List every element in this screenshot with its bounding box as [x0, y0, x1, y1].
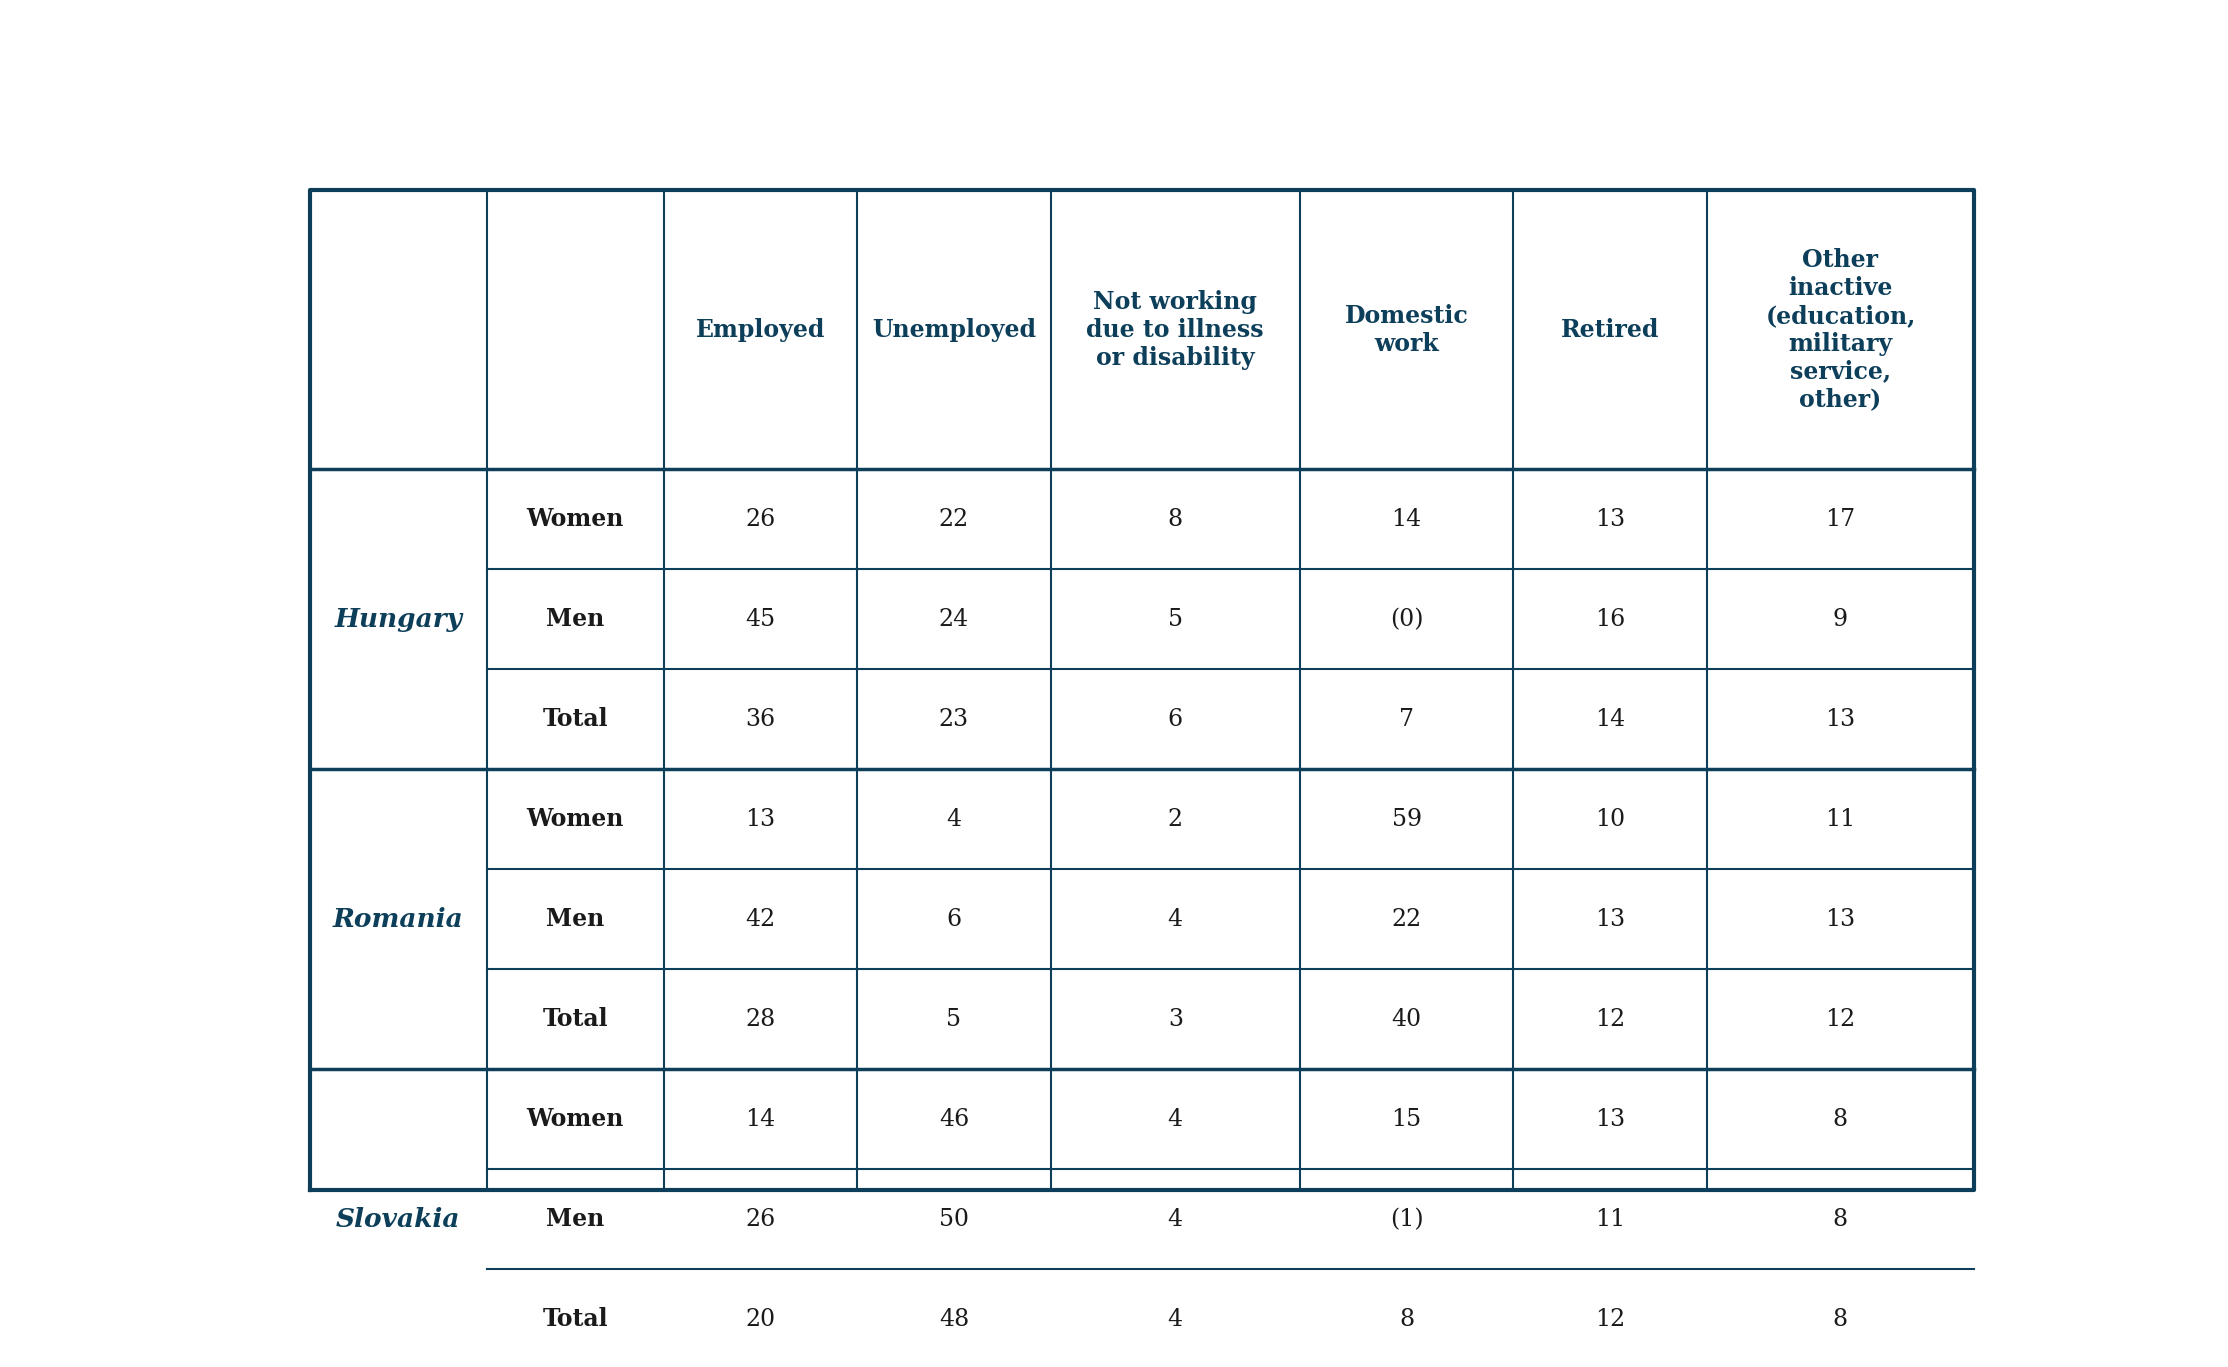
Text: Men: Men	[546, 908, 604, 931]
Text: 16: 16	[1595, 608, 1624, 630]
Text: 20: 20	[746, 1308, 775, 1330]
Text: 26: 26	[746, 507, 775, 530]
Text: 22: 22	[1392, 908, 1421, 931]
Text: 13: 13	[1595, 1107, 1624, 1131]
Text: 36: 36	[746, 708, 775, 731]
Text: Employed: Employed	[695, 317, 824, 342]
Text: 13: 13	[1595, 908, 1624, 931]
Text: 23: 23	[938, 708, 969, 731]
Text: 59: 59	[1392, 808, 1421, 831]
Text: 13: 13	[746, 808, 775, 831]
Text: 24: 24	[938, 608, 969, 630]
Text: 12: 12	[1825, 1007, 1856, 1031]
Text: 14: 14	[746, 1107, 775, 1131]
Text: 4: 4	[1167, 1208, 1183, 1230]
Text: 8: 8	[1399, 1308, 1415, 1330]
Text: Not working
due to illness
or disability: Not working due to illness or disability	[1087, 290, 1263, 369]
Text: 9: 9	[1834, 608, 1847, 630]
Text: 12: 12	[1595, 1308, 1624, 1330]
Text: 3: 3	[1167, 1007, 1183, 1031]
Text: Women: Women	[526, 1107, 624, 1132]
Text: 48: 48	[938, 1308, 969, 1330]
Text: Hungary: Hungary	[334, 607, 461, 632]
Text: 4: 4	[947, 808, 962, 831]
Text: Retired: Retired	[1562, 317, 1660, 342]
Text: 8: 8	[1834, 1208, 1847, 1230]
Text: 15: 15	[1392, 1107, 1421, 1131]
Text: Women: Women	[526, 507, 624, 532]
Text: 46: 46	[938, 1107, 969, 1131]
Text: 12: 12	[1595, 1007, 1624, 1031]
Text: 7: 7	[1399, 708, 1415, 731]
Text: Romania: Romania	[332, 906, 463, 932]
Text: Total: Total	[541, 1007, 608, 1031]
Text: 4: 4	[1167, 1107, 1183, 1131]
Text: Men: Men	[546, 1207, 604, 1232]
Text: 4: 4	[1167, 1308, 1183, 1330]
Text: 2: 2	[1167, 808, 1183, 831]
Text: 11: 11	[1825, 808, 1856, 831]
Text: 28: 28	[746, 1007, 775, 1031]
Text: Domestic
work: Domestic work	[1346, 303, 1468, 355]
Text: Men: Men	[546, 607, 604, 632]
Text: Slovakia: Slovakia	[336, 1207, 461, 1232]
Text: 8: 8	[1834, 1107, 1847, 1131]
Text: 40: 40	[1392, 1007, 1421, 1031]
Text: Total: Total	[541, 707, 608, 731]
Text: 17: 17	[1825, 507, 1856, 530]
Text: Total: Total	[541, 1307, 608, 1331]
Text: Women: Women	[526, 808, 624, 831]
Text: Unemployed: Unemployed	[871, 317, 1036, 342]
Text: 14: 14	[1595, 708, 1624, 731]
Text: 8: 8	[1834, 1308, 1847, 1330]
Text: 14: 14	[1392, 507, 1421, 530]
Text: 45: 45	[746, 608, 775, 630]
Text: 6: 6	[1167, 708, 1183, 731]
Text: 42: 42	[746, 908, 775, 931]
Text: 26: 26	[746, 1208, 775, 1230]
Text: (0): (0)	[1390, 608, 1424, 630]
Text: 22: 22	[938, 507, 969, 530]
Text: 6: 6	[947, 908, 962, 931]
Text: 10: 10	[1595, 808, 1624, 831]
Text: 50: 50	[938, 1208, 969, 1230]
Text: 5: 5	[947, 1007, 962, 1031]
Text: Other
inactive
(education,
military
service,
other): Other inactive (education, military serv…	[1765, 249, 1916, 411]
Text: 8: 8	[1167, 507, 1183, 530]
Text: 13: 13	[1595, 507, 1624, 530]
Text: (1): (1)	[1390, 1208, 1424, 1230]
Text: 4: 4	[1167, 908, 1183, 931]
Text: 11: 11	[1595, 1208, 1624, 1230]
Text: 5: 5	[1167, 608, 1183, 630]
Text: 13: 13	[1825, 708, 1856, 731]
Text: 13: 13	[1825, 908, 1856, 931]
